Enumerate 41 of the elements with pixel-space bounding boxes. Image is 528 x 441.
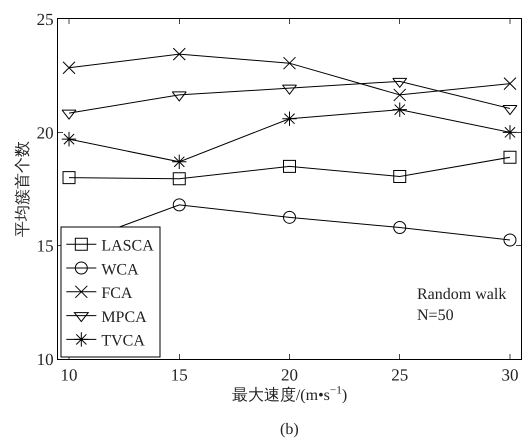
legend-label: TVCA	[101, 332, 146, 350]
x-tick-label: 30	[501, 365, 518, 384]
point	[62, 171, 76, 184]
point	[61, 131, 77, 147]
point	[172, 198, 186, 212]
point	[503, 77, 516, 90]
annotation: N=50	[417, 307, 454, 324]
x-tick-label: 10	[60, 365, 78, 384]
legend-label: FCA	[101, 285, 133, 302]
legend-label: WCA	[101, 261, 140, 278]
y-tick-label: 20	[36, 123, 54, 142]
point	[392, 102, 408, 118]
point	[283, 56, 296, 70]
x-tick-label: 25	[391, 365, 408, 384]
x-tick-label: 20	[281, 365, 298, 384]
point	[503, 234, 516, 246]
point	[503, 150, 516, 164]
point	[282, 84, 297, 95]
point	[282, 111, 298, 126]
point	[172, 154, 187, 170]
x-axis-title: 最大速度/(m•s$^{−1}$)	[232, 384, 348, 404]
legend-label: LASCA	[101, 237, 154, 254]
legend-label: MPCA	[101, 308, 148, 326]
x-tick-label: 15	[170, 365, 188, 384]
point	[62, 61, 76, 74]
point	[502, 124, 518, 140]
y-axis-title: 平均簇首个数	[14, 141, 32, 237]
point	[172, 48, 186, 61]
point	[393, 221, 406, 234]
point	[283, 160, 296, 173]
annotation: Random walk	[417, 286, 506, 303]
point	[283, 210, 296, 224]
point	[393, 88, 406, 102]
y-tick-label: 10	[36, 350, 54, 369]
point	[62, 110, 76, 120]
point	[393, 170, 406, 184]
point	[172, 172, 186, 186]
y-tick-label: 25	[36, 10, 54, 29]
point	[502, 105, 518, 116]
y-tick-label: 15	[36, 236, 54, 256]
text: (b)	[280, 421, 299, 438]
